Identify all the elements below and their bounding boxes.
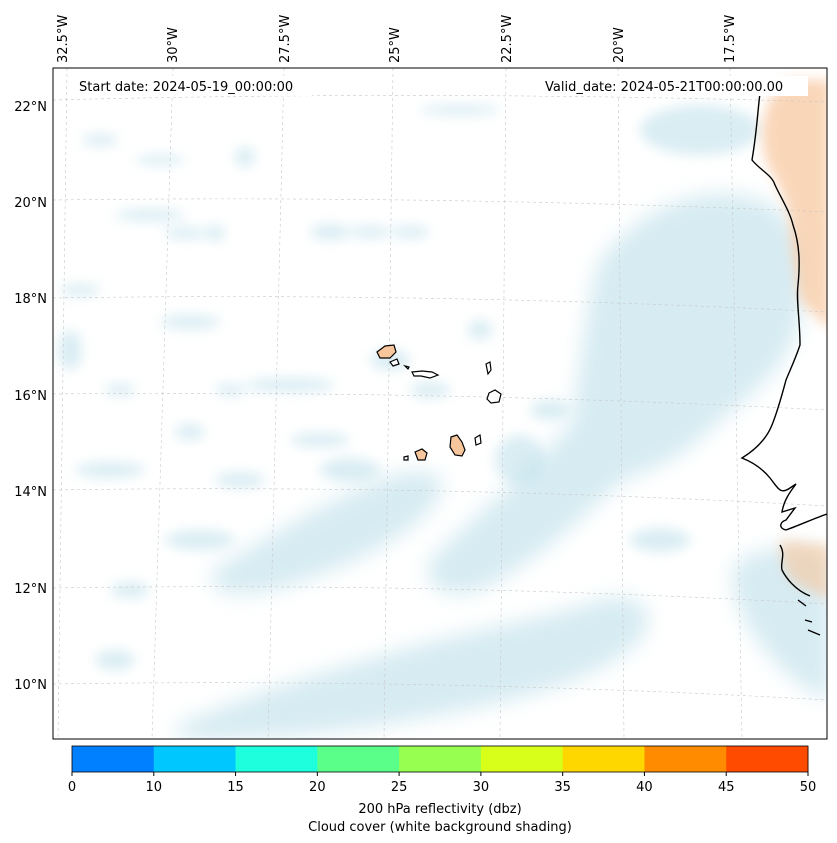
graticule xyxy=(53,68,827,739)
colorbar-swatches xyxy=(72,746,809,772)
lat-label: 22°N xyxy=(14,100,47,115)
latitude-labels: 22°N 20°N 18°N 16°N 14°N 12°N 10°N xyxy=(14,100,47,693)
valid-date-label: Valid_date: 2024-05-21T00:00:00.00 xyxy=(545,80,783,95)
cloud-cover-streaks xyxy=(58,105,760,670)
colorbar-swatch xyxy=(726,746,809,772)
colorbar-swatch xyxy=(235,746,318,772)
island-brava xyxy=(403,455,409,461)
map-frame xyxy=(52,67,828,740)
longitude-labels: 32.5°W 30°W 27.5°W 25°W 22.5°W 20°W 17.5… xyxy=(56,15,738,63)
colorbar-swatch xyxy=(562,746,645,772)
colorbar-swatch xyxy=(399,746,482,772)
lon-label: 17.5°W xyxy=(723,15,738,63)
lat-label: 12°N xyxy=(14,582,47,597)
lon-label: 27.5°W xyxy=(278,15,293,63)
colorbar-tick-label: 20 xyxy=(309,780,326,795)
island-sal xyxy=(485,361,492,376)
lat-label: 14°N xyxy=(14,485,47,500)
colorbar-tick-label: 0 xyxy=(68,780,76,795)
lon-label: 25°W xyxy=(388,27,403,63)
island-santo-antao xyxy=(376,344,397,359)
colorbar-tick-label: 10 xyxy=(146,780,163,795)
colorbar-tick-label: 40 xyxy=(636,780,653,795)
lon-label: 32.5°W xyxy=(56,15,71,63)
colorbar-label: 200 hPa reflectivity (dbz) xyxy=(358,802,521,817)
colorbar-tick-label: 15 xyxy=(227,780,244,795)
cloud-cover-shading xyxy=(174,193,827,739)
colorbar-tick-label: 30 xyxy=(473,780,490,795)
colorbar-sublabel: Cloud cover (white background shading) xyxy=(308,820,572,835)
island-santiago xyxy=(449,434,466,457)
colorbar-frame xyxy=(71,745,809,773)
lat-label: 16°N xyxy=(14,389,47,404)
lat-label: 20°N xyxy=(14,196,47,211)
island-santa-luzia xyxy=(403,364,410,371)
africa-coastline xyxy=(740,79,827,636)
valid-date-box: Valid_date: 2024-05-21T00:00:00.00 xyxy=(540,76,808,96)
start-date-box: Start date: 2024-05-19_00:00:00 xyxy=(74,76,312,96)
island-boa-vista xyxy=(486,389,502,404)
island-maio xyxy=(474,434,482,446)
lat-label: 10°N xyxy=(14,678,47,693)
colorbar-swatch xyxy=(72,746,155,772)
cape-verde-islands xyxy=(376,344,502,461)
colorbar: 0 10 15 20 25 30 35 40 45 50 200 hPa reflectivity… xyxy=(68,745,816,835)
colorbar-tick-label: 45 xyxy=(718,780,735,795)
island-sao-vicente xyxy=(389,358,400,367)
colorbar-tick-label: 50 xyxy=(800,780,817,795)
island-sao-nicolau xyxy=(411,370,440,379)
colorbar-swatch xyxy=(480,746,564,772)
colorbar-swatch xyxy=(644,746,727,772)
lon-label: 30°W xyxy=(166,27,181,63)
colorbar-tick-label: 25 xyxy=(391,780,408,795)
lon-label: 22.5°W xyxy=(500,15,515,63)
colorbar-ticks: 0 10 15 20 25 30 35 40 45 50 xyxy=(68,772,816,795)
map-panel: Start date: 2024-05-19_00:00:00 Valid_da… xyxy=(14,15,828,740)
lat-label: 18°N xyxy=(14,292,47,307)
lon-label: 20°W xyxy=(612,27,627,63)
island-fogo xyxy=(414,448,428,461)
start-date-label: Start date: 2024-05-19_00:00:00 xyxy=(79,80,293,95)
land-shading xyxy=(762,80,827,599)
colorbar-swatch xyxy=(153,746,237,772)
colorbar-swatch xyxy=(317,746,400,772)
colorbar-tick-label: 35 xyxy=(554,780,571,795)
